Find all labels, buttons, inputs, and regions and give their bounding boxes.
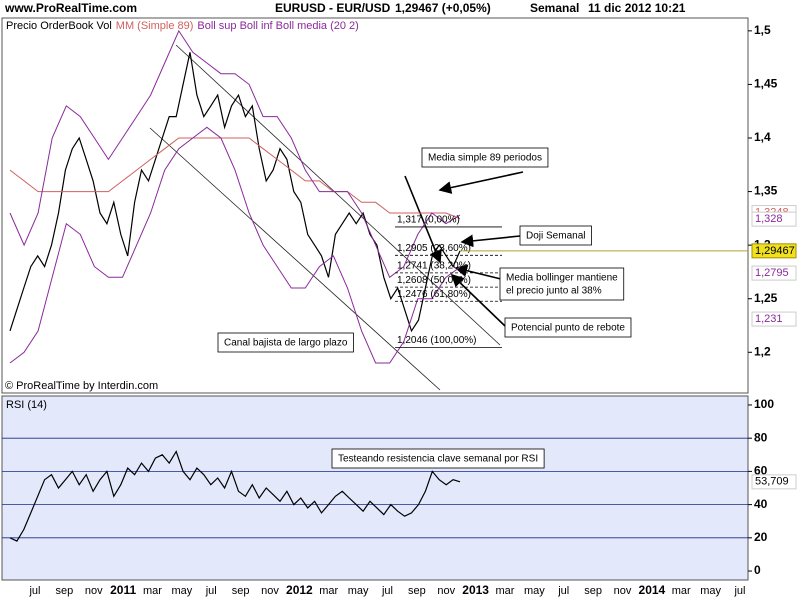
y-tick-label: 1,4	[754, 130, 771, 144]
last-value-box	[751, 311, 797, 327]
price: 1,29467 (+0,05%)	[395, 1, 491, 15]
x-tick-label: 2011	[110, 583, 136, 597]
fib-label: 1,317 (0,00%)	[397, 215, 460, 226]
annotation: Media bollinger mantiene el precio junto …	[499, 267, 625, 301]
x-tick-label: nov	[85, 585, 103, 597]
rsi-title: RSI (14)	[6, 399, 47, 411]
arrow	[460, 234, 521, 248]
arrow	[450, 273, 506, 327]
x-tick-label: sep	[584, 585, 602, 597]
y-tick-label: 20	[754, 530, 768, 544]
annotation: Doji Semanal	[519, 225, 592, 246]
series-line	[9, 29, 461, 279]
channel-line	[149, 127, 441, 391]
annotation-text: Canal bajista de largo plazo	[224, 338, 348, 349]
channel	[149, 44, 501, 391]
legend-entry: MM (Simple 89)	[116, 20, 194, 32]
annotation-text: Potencial punto de rebote	[511, 323, 625, 334]
y-tick-label: 0	[754, 563, 761, 577]
last-value-box	[751, 474, 797, 490]
last-value-box	[751, 211, 797, 227]
annotation-text: Testeando resistencia clave semanal por …	[338, 454, 538, 465]
fib-label: 1,2046 (100,00%)	[397, 335, 477, 346]
annotation-box	[331, 448, 545, 469]
x-tick-label: 2012	[286, 583, 313, 597]
fib-label: 1,2608 (50,00%)	[397, 275, 471, 286]
x-tick-label: mar	[143, 585, 162, 597]
annotation-text: Media bollinger mantiene	[506, 273, 618, 284]
y-tick-label: 1,25	[754, 291, 778, 305]
fib-label: 1,2905 (23,60%)	[397, 243, 471, 254]
series-line	[9, 450, 461, 542]
last-value-label: 1,231	[755, 313, 783, 325]
annotation-text: el precio junto al 38%	[506, 286, 602, 297]
annotation: Media simple 89 periodos	[421, 147, 549, 168]
last-value-box	[751, 265, 797, 281]
annotation-box	[519, 225, 592, 246]
x-tick-label: nov	[437, 585, 455, 597]
last-value-box	[751, 243, 797, 259]
x-tick-label: nov	[614, 585, 632, 597]
series-line	[9, 126, 461, 364]
x-tick-label: mar	[496, 585, 515, 597]
annotation-text: Doji Semanal	[526, 231, 585, 242]
x-tick-label: sep	[56, 585, 74, 597]
annotation-text: Media simple 89 periodos	[428, 153, 542, 164]
last-value-label: 53,709	[755, 476, 789, 488]
x-tick-label: jul	[28, 585, 40, 597]
annotation: Potencial punto de rebote	[504, 317, 632, 338]
x-tick-label: sep	[232, 585, 250, 597]
x-tick-label: mar	[672, 585, 691, 597]
fib-label: 1,2741 (38,20%)	[397, 261, 471, 272]
x-tick-label: 2014	[639, 583, 666, 597]
y-tick-label: 1,45	[754, 77, 778, 91]
channel-line	[175, 44, 501, 346]
period: Semanal	[530, 1, 579, 15]
y-tick-label: 1,2	[754, 344, 771, 358]
arrow	[404, 175, 442, 264]
annotation-box	[499, 267, 625, 301]
x-tick-label: jul	[557, 585, 569, 597]
x-tick-label: jul	[381, 585, 393, 597]
date: 11 dic 2012 10:21	[588, 1, 686, 15]
legend-entry: Precio OrderBook Vol	[6, 20, 112, 32]
last-value-label: 1,2795	[755, 267, 789, 279]
x-tick-label: mar	[319, 585, 338, 597]
annotation-box	[421, 147, 549, 168]
x-tick-label: 2013	[462, 583, 489, 597]
site: www.ProRealTime.com	[4, 1, 137, 15]
arrow	[454, 264, 506, 281]
x-tick-label: may	[171, 585, 192, 597]
x-tick-label: jul	[205, 585, 217, 597]
x-tick-label: jul	[733, 585, 745, 597]
last-value-label: 1,328	[755, 213, 783, 225]
series-line	[9, 137, 461, 220]
series-line	[9, 52, 461, 333]
legend-entry: Boll sup Boll inf Boll media (20 2)	[197, 20, 358, 32]
arrows	[404, 171, 524, 327]
last-value-label: 1,29467	[755, 245, 795, 257]
copyright: © ProRealTime by Interdin.com	[5, 380, 158, 392]
fib-label: 1,2476 (61,80%)	[397, 289, 471, 300]
y-tick-label: 80	[754, 430, 768, 444]
annotation: Testeando resistencia clave semanal por …	[331, 448, 545, 469]
symbol: EURUSD - EUR/USD	[275, 1, 391, 15]
y-tick-label: 100	[754, 397, 774, 411]
y-tick-label: 60	[754, 464, 768, 478]
x-tick-label: nov	[261, 585, 279, 597]
annotation: Canal bajista de largo plazo	[217, 332, 354, 353]
x-tick-label: sep	[408, 585, 426, 597]
annotation-box	[217, 332, 354, 353]
y-tick-label: 40	[754, 497, 768, 511]
x-tick-label: may	[524, 585, 545, 597]
x-tick-label: may	[348, 585, 369, 597]
rsi-panel	[1, 395, 749, 581]
x-tick-label: may	[700, 585, 721, 597]
annotation-box	[504, 317, 632, 338]
y-tick-label: 1,5	[754, 23, 771, 37]
y-tick-label: 1,35	[754, 184, 778, 198]
arrow	[438, 171, 524, 194]
